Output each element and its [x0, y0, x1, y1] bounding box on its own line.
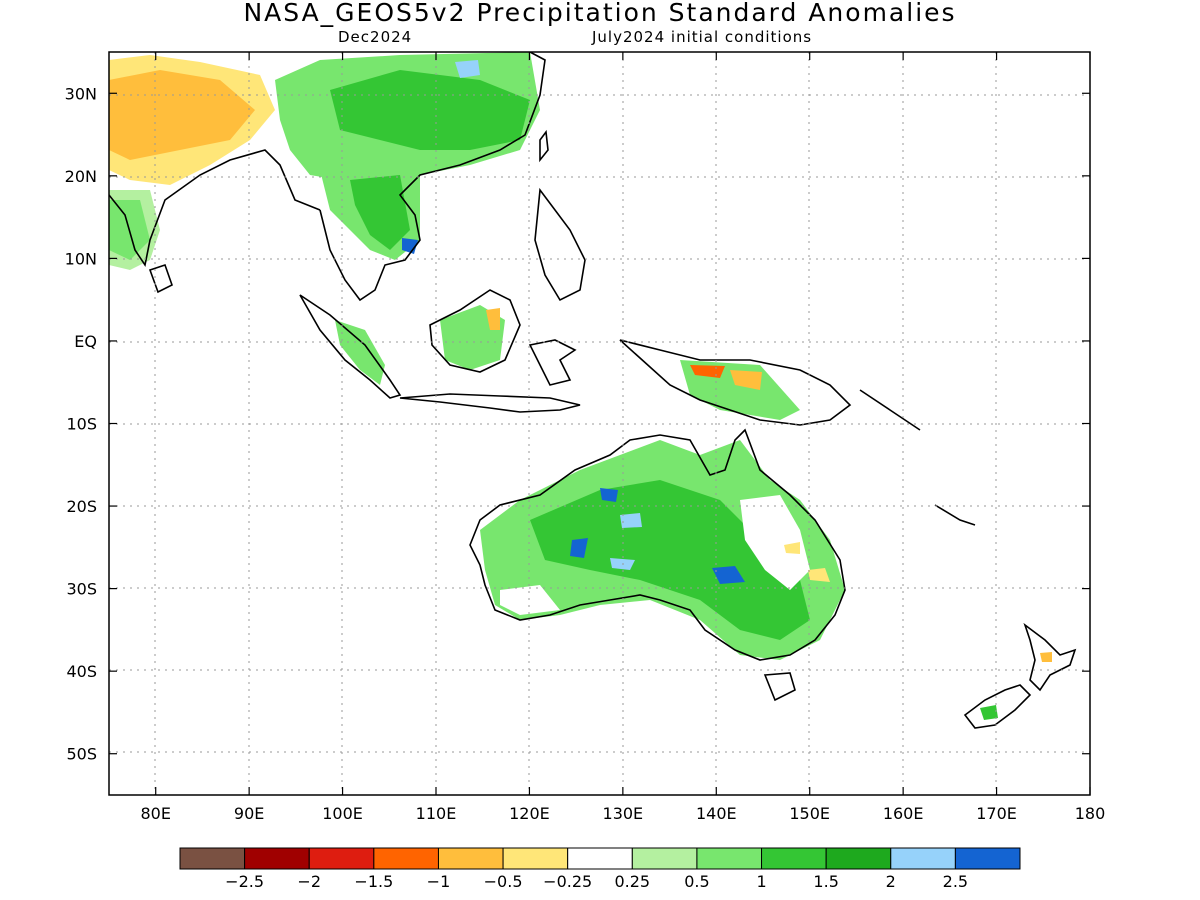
lat-tick-label: 10N — [65, 249, 97, 268]
anomaly-orange-nz — [1040, 652, 1052, 662]
colorbar-label: 2.5 — [943, 872, 968, 891]
coast-newguinea — [619, 339, 852, 426]
lon-tick-label: 90E — [234, 804, 264, 823]
lon-tick-label: 80E — [140, 804, 170, 823]
coast-java — [399, 393, 581, 413]
coast-sumatra — [299, 294, 402, 399]
anomaly-darkgreen-australia — [530, 480, 810, 640]
lon-tick-label: 160E — [883, 804, 924, 823]
coastlines — [109, 52, 1077, 729]
longitude-labels: 80E 90E 100E 110E 120E 130E 140E 150E 160E 170E 18… — [140, 804, 1105, 823]
coast-newcaledonia — [934, 504, 976, 526]
anomaly-orange-newguinea — [730, 370, 762, 390]
colorbar-label: −0.5 — [484, 872, 523, 891]
colorbar-swatch — [567, 847, 633, 870]
anomaly-orange-australia-2 — [808, 568, 830, 582]
lon-tick-label: 100E — [322, 804, 363, 823]
lat-tick-label: EQ — [74, 332, 97, 351]
colorbar-label: 1.5 — [813, 872, 838, 891]
lon-tick-label: 170E — [976, 804, 1017, 823]
anomaly-blue-australia-1 — [600, 488, 618, 502]
colorbar — [179, 847, 1021, 870]
lat-tick-label: 20N — [65, 167, 97, 186]
colorbar-label: 0.25 — [614, 872, 650, 891]
colorbar-swatch — [373, 847, 439, 870]
lon-tick-label: 120E — [509, 804, 550, 823]
anomaly-green-nz — [980, 705, 998, 720]
initial-conditions: July2024 initial conditions — [592, 28, 813, 46]
coast-srilanka — [148, 263, 173, 294]
anomaly-darkgreen-indochina — [350, 175, 410, 250]
coast-taiwan — [539, 129, 549, 163]
colorbar-swatch — [761, 847, 827, 870]
lat-tick-label: 40S — [66, 662, 97, 681]
coast-tasmania — [763, 672, 796, 702]
coast-philippines — [534, 187, 586, 302]
coast-nz-south — [963, 684, 1032, 729]
anomaly-lightblue-australia-1 — [620, 513, 642, 528]
anomaly-white-australia — [740, 495, 810, 590]
anomaly-lightblue-china — [455, 60, 480, 78]
lat-tick-label: 30S — [66, 580, 97, 599]
anomaly-orange-australia-1 — [784, 542, 800, 554]
coast-nz-north — [1023, 622, 1077, 692]
colorbar-label: 2 — [886, 872, 896, 891]
colorbar-label: −1.5 — [354, 872, 393, 891]
colorbar-swatch — [179, 847, 246, 870]
anomaly-shading — [109, 52, 1052, 720]
anomaly-white-australia-south — [500, 585, 560, 615]
colorbar-swatch — [825, 847, 892, 870]
colorbar-swatch — [308, 847, 375, 870]
anomaly-darkgreen-china — [330, 70, 530, 150]
latitude-labels: 30N 20N 10N EQ 10S 20S 30S 40S 50S — [65, 84, 97, 763]
colorbar-swatch — [244, 847, 310, 870]
colorbar-swatch — [954, 847, 1021, 870]
coast-solomons — [859, 389, 921, 431]
colorbar-label: −1 — [427, 872, 451, 891]
coast-sulawesi — [528, 339, 577, 386]
colorbar-label: 1 — [756, 872, 766, 891]
colorbar-label: −2 — [297, 872, 321, 891]
lon-tick-label: 180 — [1075, 804, 1106, 823]
lon-tick-label: 130E — [603, 804, 644, 823]
colorbar-label: 0.5 — [684, 872, 709, 891]
anomaly-orange-india-core — [109, 70, 255, 160]
coast-india — [109, 149, 321, 268]
anomaly-orange-borneo — [486, 308, 500, 330]
lat-tick-label: 30N — [65, 84, 97, 103]
colorbar-swatch — [890, 847, 956, 870]
colorbar-label: −2.5 — [225, 872, 264, 891]
map-title: NASA_GEOS5v2 Precipitation Standard Anom… — [243, 0, 957, 27]
lat-tick-label: 50S — [66, 745, 97, 764]
colorbar-swatch — [631, 847, 698, 870]
colorbar-labels: −2.5 −2 −1.5 −1 −0.5 −0.25 0.25 0.5 1 1.5 2 2.5 — [225, 872, 968, 891]
coast-indochina — [319, 52, 546, 302]
colorbar-swatch — [502, 847, 569, 870]
forecast-month: Dec2024 — [338, 28, 413, 46]
lon-tick-label: 150E — [789, 804, 830, 823]
anomaly-blue-australia-3 — [712, 566, 745, 584]
coast-borneo — [429, 289, 521, 373]
lon-tick-label: 110E — [416, 804, 457, 823]
anomaly-green-sumatra — [335, 320, 385, 385]
grid — [109, 52, 1090, 795]
lat-tick-label: 10S — [66, 415, 97, 434]
axis-ticks — [109, 52, 1091, 795]
anomaly-blue-australia-2 — [570, 538, 588, 558]
lon-tick-label: 140E — [696, 804, 737, 823]
colorbar-swatch — [696, 847, 763, 870]
anomaly-blue-vietnam — [402, 238, 418, 254]
colorbar-swatch — [437, 847, 504, 870]
colorbar-label: −0.25 — [543, 872, 592, 891]
lat-tick-label: 20S — [66, 497, 97, 516]
